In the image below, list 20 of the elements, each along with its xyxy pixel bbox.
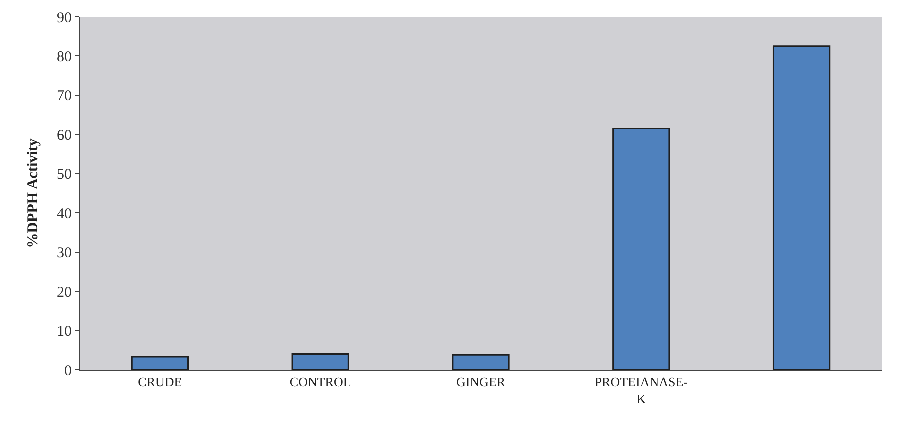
y-tick-label: 40 (57, 206, 72, 222)
y-tick-label: 0 (64, 363, 72, 380)
x-tick-label: GINGER (456, 374, 506, 390)
y-tick-label: 90 (57, 10, 72, 26)
y-tick-label: 10 (57, 324, 72, 340)
y-axis-title: %DPPH Activity (25, 138, 42, 248)
y-tick-label: 80 (57, 49, 72, 66)
bar (452, 354, 510, 370)
bar (772, 46, 831, 370)
x-tick-label: CRUDE (138, 374, 182, 390)
bar (612, 128, 670, 370)
y-tick-label: 50 (57, 167, 72, 184)
y-tick-label: 30 (57, 246, 72, 262)
y-tick-label: 20 (57, 284, 72, 301)
x-tick-label: CONTROL (290, 374, 352, 390)
bar (131, 356, 190, 370)
y-tick-label: 60 (57, 128, 72, 144)
y-tick-label: 70 (57, 88, 72, 105)
x-tick-label: PROTEIANASE-K (594, 374, 688, 406)
bar (292, 354, 350, 370)
